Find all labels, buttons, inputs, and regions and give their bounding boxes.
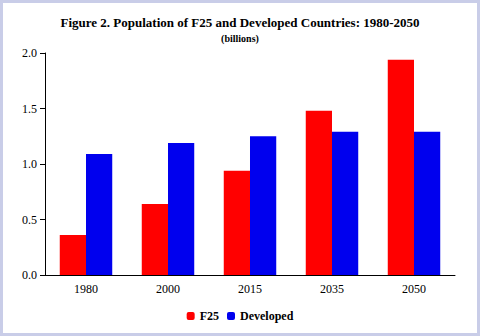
svg-text:2.0: 2.0 xyxy=(22,46,37,60)
svg-text:0.0: 0.0 xyxy=(22,268,37,282)
svg-text:1.0: 1.0 xyxy=(22,157,37,171)
svg-text:2050: 2050 xyxy=(402,282,426,296)
svg-text:2000: 2000 xyxy=(156,282,180,296)
svg-text:Figure 2. Population of F25 an: Figure 2. Population of F25 and Develope… xyxy=(60,15,419,30)
svg-text:1980: 1980 xyxy=(74,282,98,296)
svg-text:F25: F25 xyxy=(200,309,219,323)
svg-text:(billions): (billions) xyxy=(221,33,259,45)
svg-text:2015: 2015 xyxy=(238,282,262,296)
svg-text:0.5: 0.5 xyxy=(22,213,37,227)
svg-text:1.5: 1.5 xyxy=(22,102,37,116)
svg-text:2035: 2035 xyxy=(320,282,344,296)
svg-text:Developed: Developed xyxy=(240,309,294,323)
